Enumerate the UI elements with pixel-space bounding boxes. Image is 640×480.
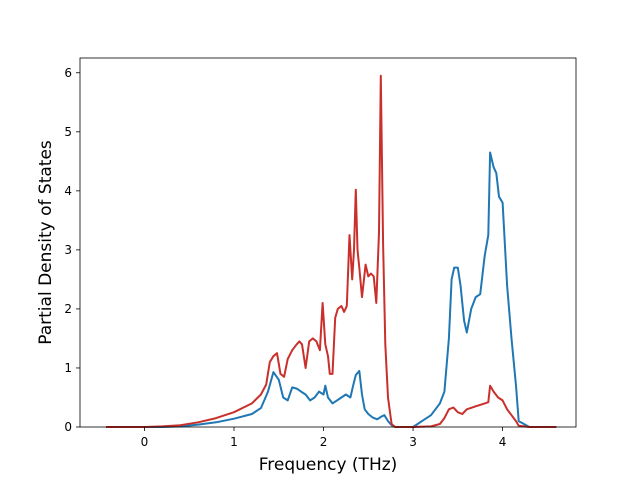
y-tick-label: 5: [64, 125, 72, 139]
y-tick-label: 4: [64, 184, 72, 198]
x-axis-label: Frequency (THz): [259, 455, 398, 475]
y-tick-label: 2: [64, 302, 72, 316]
y-tick-label: 3: [64, 243, 72, 257]
x-tick-label: 0: [141, 435, 149, 449]
x-tick-label: 2: [320, 435, 328, 449]
series-layer: [106, 74, 557, 428]
y-tick-label: 0: [64, 420, 72, 434]
series-line-2: [106, 74, 557, 428]
series-line-1: [106, 151, 557, 428]
plot-frame: [79, 57, 577, 428]
y-tick-label: 1: [64, 361, 72, 375]
ticks-layer: 0 1 2 3 4 0 1 2 3 4 5 6: [64, 66, 506, 449]
x-tick-label: 3: [409, 435, 417, 449]
x-tick-label: 4: [499, 435, 507, 449]
x-tick-label: 1: [230, 435, 238, 449]
y-tick-label: 6: [64, 66, 72, 80]
y-axis-label: Partial Density of States: [36, 140, 56, 345]
